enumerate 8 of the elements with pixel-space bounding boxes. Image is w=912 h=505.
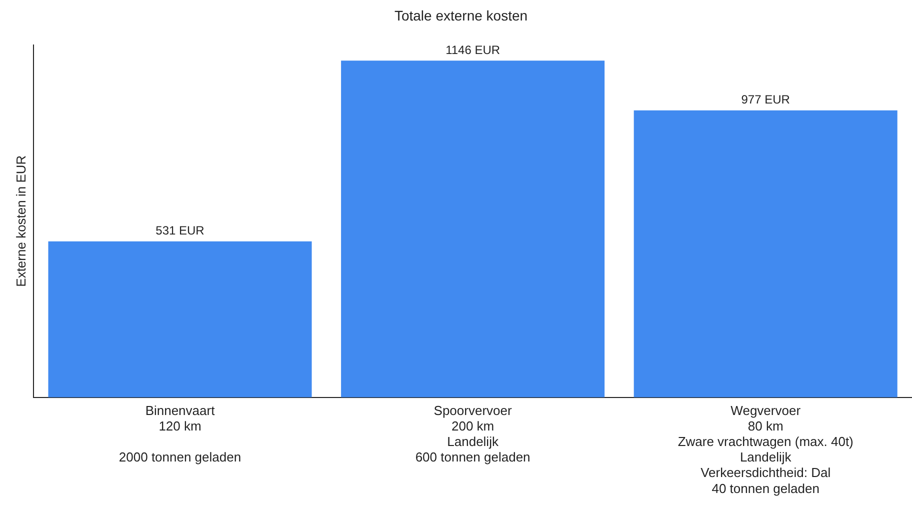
x-tick-label: Wegvervoer 80 km Zware vrachtwagen (max. 40t) Landelijk Verkeersdichtheid: Dal 40 tonnen geladen <box>678 402 854 496</box>
chart-title: Totale externe kosten <box>394 7 528 24</box>
x-tick-label: Spoorvervoer 200 km Landelijk 600 tonnen geladen <box>415 402 530 465</box>
data-label: 977 EUR <box>741 92 790 107</box>
y-axis-title: Externe kosten in EUR <box>13 155 28 287</box>
data-label: 1146 EUR <box>446 42 500 57</box>
category-label: Binnenvaart 120 km 2000 tonnen geladen <box>118 402 242 465</box>
data-label: 531 EUR <box>156 224 205 238</box>
